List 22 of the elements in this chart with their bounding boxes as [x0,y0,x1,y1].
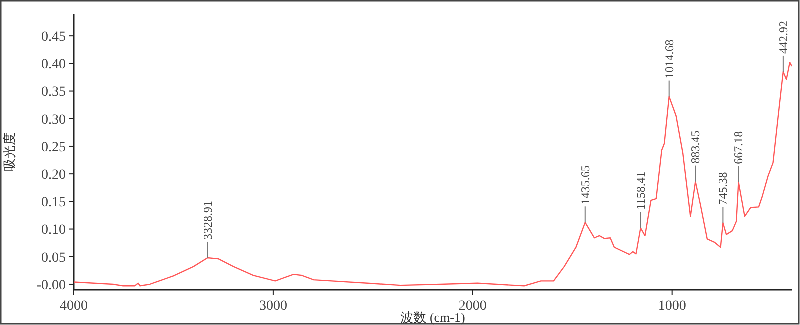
y-tick-label: -0.00 [36,278,66,294]
y-tick-label: 0.40 [42,58,66,73]
y-tick-label: 0.30 [42,112,66,128]
annotation: 3328.91 [200,200,215,240]
y-tick-label: 0.10 [42,223,66,238]
x-tick-label: 1000 [658,299,686,314]
y-axis-title: 吸光度 [2,132,17,172]
annotation: 883.45 [688,130,703,164]
annotation: 1158.41 [634,172,648,210]
x-tick-label: 4000 [60,299,88,314]
annotation: 1435.65 [578,166,592,205]
annotation: 745.38 [716,172,730,206]
annotation: 667.18 [732,131,746,164]
annotation: 1014.68 [662,40,676,79]
y-tick-label: 0.05 [42,250,66,266]
y-tick-label: 0.15 [42,196,66,211]
annotation: 442.92 [776,20,790,54]
y-tick-label: 0.45 [42,30,66,45]
y-tick-label: 0.25 [42,140,66,156]
y-tick-label: 0.35 [42,85,66,100]
y-tick-label: 0.20 [42,168,66,183]
x-tick-label: 3000 [259,299,288,314]
